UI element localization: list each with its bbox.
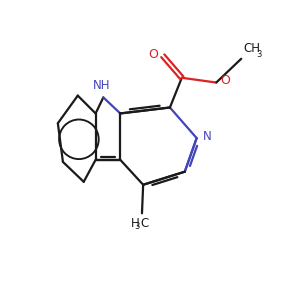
Text: 3: 3 [256, 50, 262, 59]
Text: O: O [148, 48, 158, 61]
Text: CH: CH [244, 42, 261, 55]
Text: H: H [131, 217, 140, 230]
Text: NH: NH [93, 79, 111, 92]
Text: N: N [202, 130, 211, 143]
Text: 3: 3 [134, 222, 140, 231]
Text: C: C [140, 217, 148, 230]
Text: O: O [221, 74, 231, 87]
